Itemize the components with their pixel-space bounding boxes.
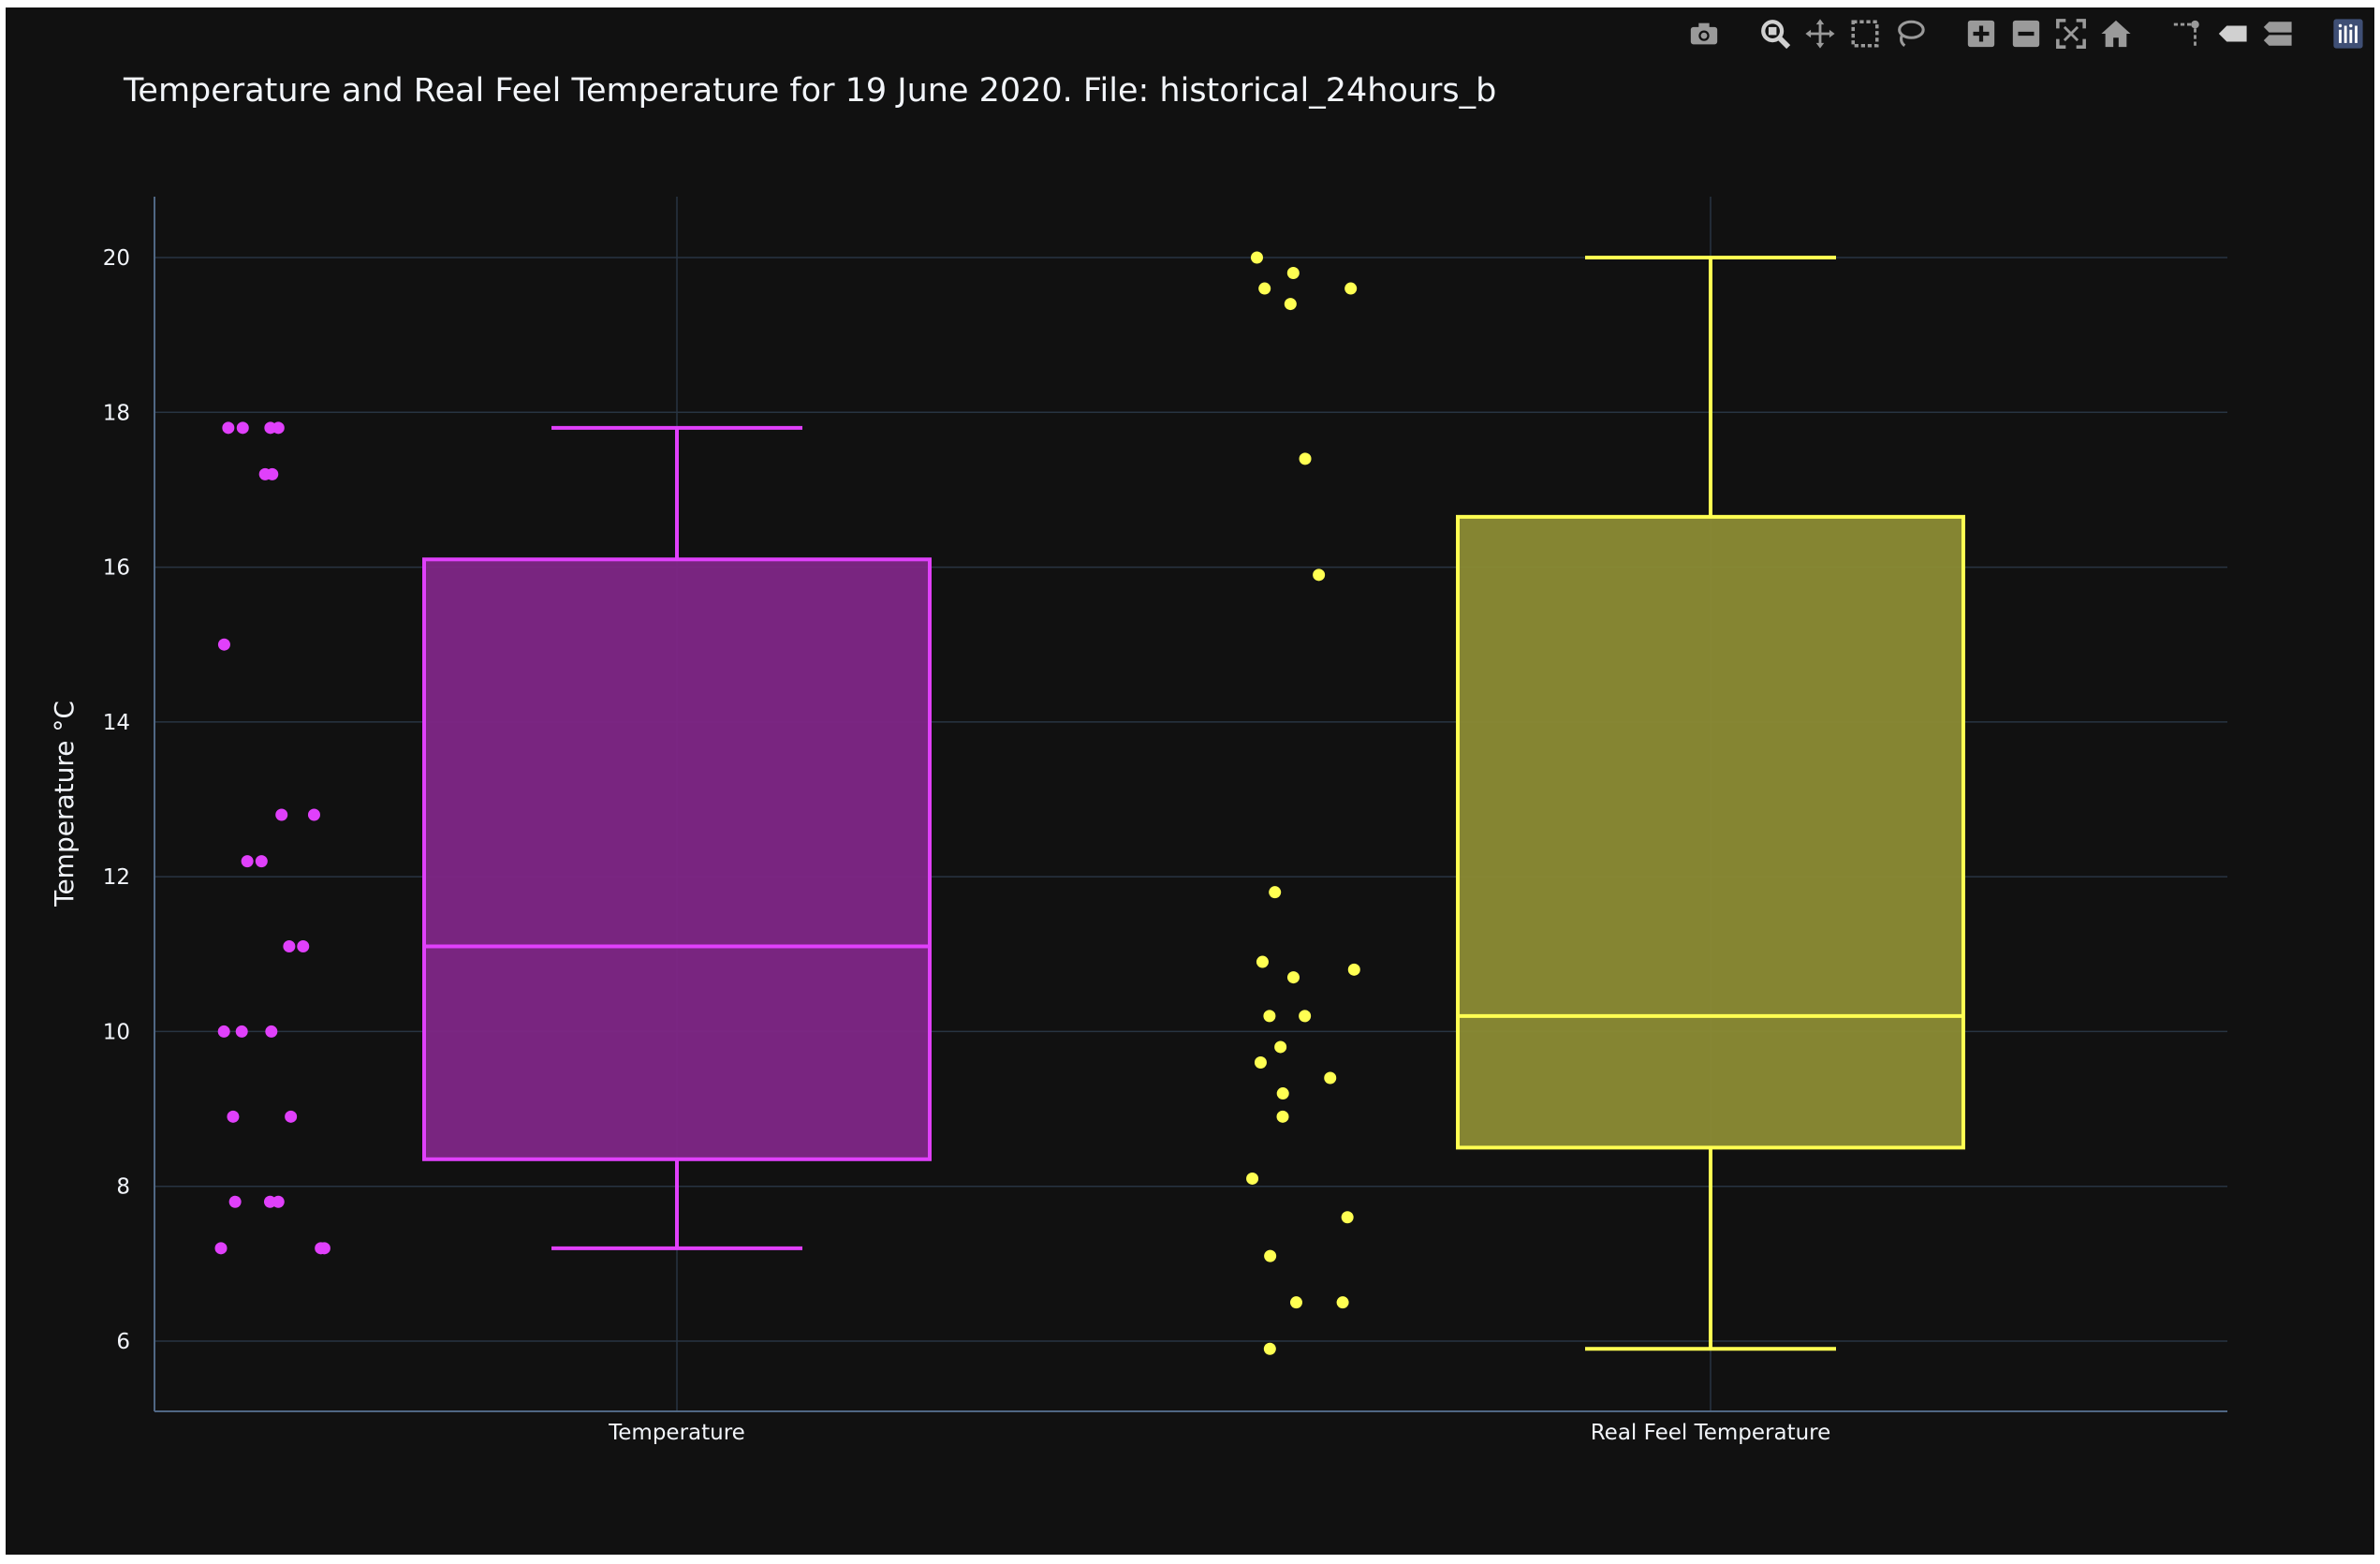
- data-point: [1274, 1040, 1287, 1054]
- data-point: [283, 940, 296, 953]
- data-point: [1263, 1342, 1276, 1355]
- modebar-group-1: [1682, 11, 1726, 56]
- data-point: [297, 940, 310, 953]
- data-point: [1289, 1296, 1302, 1309]
- x-tick-label: Real Feel Temperature: [1591, 1421, 1831, 1445]
- data-point: [227, 1110, 240, 1123]
- hover-compare-icon[interactable]: [2255, 11, 2299, 56]
- plot-frame: [6, 7, 2374, 1555]
- spike-lines-icon[interactable]: [2165, 11, 2210, 56]
- data-point: [1246, 1172, 1259, 1185]
- point-traces: [214, 251, 1360, 1355]
- data-point: [217, 1025, 230, 1038]
- box-trace: [422, 425, 932, 1250]
- data-point: [222, 421, 235, 435]
- zoom-icon[interactable]: [1753, 11, 1798, 56]
- data-point: [1254, 1055, 1267, 1069]
- data-point: [1286, 971, 1300, 984]
- zoom-out-icon[interactable]: [2004, 11, 2049, 56]
- pan-icon[interactable]: [1798, 11, 1843, 56]
- data-point: [1284, 298, 1297, 311]
- zoom-in-icon[interactable]: [1959, 11, 2004, 56]
- data-point: [1344, 282, 1358, 295]
- y-tick-label: 20: [103, 246, 130, 271]
- autoscale-icon[interactable]: [2049, 11, 2094, 56]
- data-point: [1263, 1010, 1276, 1023]
- hover-closest-icon[interactable]: [2210, 11, 2255, 56]
- data-point: [241, 855, 254, 868]
- chart-title: Temperature and Real Feel Temperature fo…: [123, 72, 1496, 110]
- y-tick-label: 6: [116, 1330, 130, 1354]
- data-point: [214, 1242, 228, 1255]
- y-tick-labels: 6 8 10 12 14 16 18 20: [103, 246, 130, 1354]
- point-trace: [214, 421, 331, 1255]
- modebar-group-5: [2326, 11, 2371, 56]
- data-point: [1347, 963, 1360, 976]
- data-point: [1269, 886, 1282, 899]
- data-point: [1324, 1071, 1337, 1084]
- box-trace: [1456, 256, 1965, 1351]
- data-point: [1286, 267, 1300, 280]
- plotly-logo-icon[interactable]: [2326, 11, 2371, 56]
- camera-icon[interactable]: [1682, 11, 1726, 56]
- y-tick-label: 10: [103, 1020, 130, 1044]
- data-point: [236, 421, 249, 435]
- data-point: [263, 1195, 276, 1208]
- x-tick-label: Temperature: [608, 1421, 745, 1445]
- y-tick-label: 8: [116, 1175, 130, 1200]
- data-point: [272, 421, 285, 435]
- box-iqr: [422, 557, 932, 1161]
- data-point: [1258, 282, 1271, 295]
- data-point: [235, 1025, 248, 1038]
- data-point: [1299, 1010, 1312, 1023]
- y-tick-label: 18: [103, 401, 130, 425]
- modebar-group-4: [2165, 11, 2299, 56]
- data-point: [1341, 1211, 1354, 1224]
- y-tick-label: 12: [103, 865, 130, 890]
- data-point: [1250, 251, 1263, 264]
- data-point: [285, 1110, 298, 1123]
- data-point: [307, 808, 320, 821]
- data-point: [265, 1025, 278, 1038]
- lasso-select-icon[interactable]: [1888, 11, 1932, 56]
- point-trace: [1246, 251, 1360, 1355]
- data-point: [255, 855, 268, 868]
- y-axis-title: Temperature °C: [49, 701, 80, 907]
- data-point: [275, 808, 288, 821]
- data-point: [1264, 1249, 1277, 1262]
- y-tick-label: 16: [103, 556, 130, 581]
- data-point: [1336, 1296, 1349, 1309]
- box-traces: [422, 256, 1965, 1351]
- modebar: [1655, 7, 2371, 60]
- modebar-group-3: [1959, 11, 2138, 56]
- data-point: [1256, 955, 1269, 968]
- y-tick-label: 14: [103, 711, 130, 735]
- data-point: [317, 1242, 331, 1255]
- reset-axes-icon[interactable]: [2094, 11, 2138, 56]
- data-point: [1299, 452, 1312, 465]
- modebar-group-2: [1753, 11, 1932, 56]
- x-tick-labels: Temperature Real Feel Temperature: [608, 1421, 1830, 1445]
- data-point: [217, 638, 230, 651]
- data-point: [1276, 1087, 1289, 1100]
- data-point: [228, 1195, 242, 1208]
- data-point: [266, 467, 279, 480]
- box-iqr: [1456, 514, 1965, 1150]
- box-select-icon[interactable]: [1843, 11, 1888, 56]
- data-point: [1313, 568, 1326, 582]
- data-point: [1276, 1110, 1289, 1123]
